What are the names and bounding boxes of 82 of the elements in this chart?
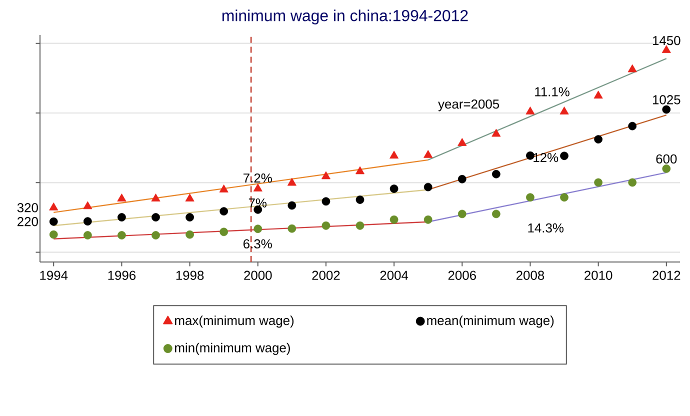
point bbox=[424, 215, 432, 224]
point bbox=[526, 193, 534, 202]
point bbox=[424, 150, 433, 158]
point bbox=[118, 213, 126, 222]
point bbox=[356, 221, 364, 230]
annotation: year=2005 bbox=[438, 100, 500, 112]
chart-title: minimum wage in china:1994-2012 bbox=[222, 10, 468, 24]
point bbox=[424, 182, 432, 192]
point bbox=[628, 122, 637, 130]
annotation: 11.1% bbox=[535, 87, 570, 96]
x-tick-label: 2002 bbox=[312, 270, 340, 280]
point bbox=[152, 213, 160, 222]
point bbox=[288, 224, 296, 233]
point bbox=[458, 210, 466, 218]
point bbox=[662, 45, 671, 54]
point bbox=[186, 213, 194, 222]
point bbox=[355, 166, 365, 174]
x-tick-label: 1998 bbox=[176, 270, 204, 280]
point bbox=[594, 135, 602, 144]
point bbox=[560, 106, 569, 114]
point bbox=[628, 64, 637, 72]
x-tick-label: 2004 bbox=[380, 270, 408, 280]
point bbox=[390, 215, 398, 224]
point bbox=[526, 106, 535, 114]
legend-label: mean(minimum wage) bbox=[427, 316, 554, 328]
point bbox=[662, 105, 671, 114]
point bbox=[151, 194, 160, 202]
point bbox=[185, 194, 194, 202]
point bbox=[83, 217, 92, 226]
x-tick-label: 2010 bbox=[584, 270, 612, 280]
point bbox=[628, 178, 637, 187]
x-tick-label: 2000 bbox=[244, 270, 272, 280]
data-label: 600 bbox=[656, 154, 677, 164]
x-tick-label: 1996 bbox=[108, 270, 136, 280]
point bbox=[83, 231, 92, 240]
point bbox=[322, 221, 330, 230]
point bbox=[117, 194, 126, 202]
annotation: 14.3% bbox=[528, 223, 564, 233]
point bbox=[118, 231, 126, 240]
point bbox=[662, 164, 671, 173]
point bbox=[152, 231, 160, 240]
data-label: 320 bbox=[17, 203, 38, 212]
annotation: 6.3% bbox=[244, 239, 272, 248]
point bbox=[390, 150, 399, 159]
point bbox=[49, 202, 58, 210]
point bbox=[220, 228, 228, 236]
data-label: 220 bbox=[18, 217, 38, 226]
point bbox=[49, 217, 58, 226]
data-label: 1025 bbox=[652, 95, 680, 104]
point bbox=[322, 197, 330, 206]
point bbox=[492, 128, 501, 137]
data-label: 1450 bbox=[652, 36, 680, 46]
annotation: 7.2% bbox=[244, 173, 272, 183]
point bbox=[287, 178, 296, 186]
point bbox=[458, 138, 467, 146]
point bbox=[83, 201, 92, 210]
point bbox=[560, 152, 568, 160]
point bbox=[220, 207, 228, 216]
point bbox=[492, 170, 500, 178]
annotation: 12% bbox=[534, 153, 558, 162]
point bbox=[458, 174, 466, 184]
point bbox=[253, 184, 262, 192]
x-tick-label: 1994 bbox=[40, 270, 68, 280]
point bbox=[492, 210, 500, 218]
annotation: 7% bbox=[248, 198, 267, 208]
legend-label: max(minimum wage) bbox=[175, 316, 294, 328]
x-tick-label: 2006 bbox=[448, 270, 476, 280]
point bbox=[356, 196, 364, 204]
x-tick-label: 2008 bbox=[516, 270, 544, 280]
point bbox=[560, 193, 568, 202]
point bbox=[594, 178, 602, 187]
point bbox=[390, 184, 398, 193]
legend-label: min(minimum wage) bbox=[175, 342, 290, 355]
point bbox=[49, 230, 58, 239]
point bbox=[321, 171, 330, 180]
point bbox=[186, 230, 194, 239]
point bbox=[254, 224, 262, 234]
point bbox=[594, 90, 603, 99]
point bbox=[526, 151, 534, 160]
point bbox=[288, 201, 296, 210]
x-tick-label: 2012 bbox=[652, 270, 680, 280]
point bbox=[219, 184, 228, 192]
